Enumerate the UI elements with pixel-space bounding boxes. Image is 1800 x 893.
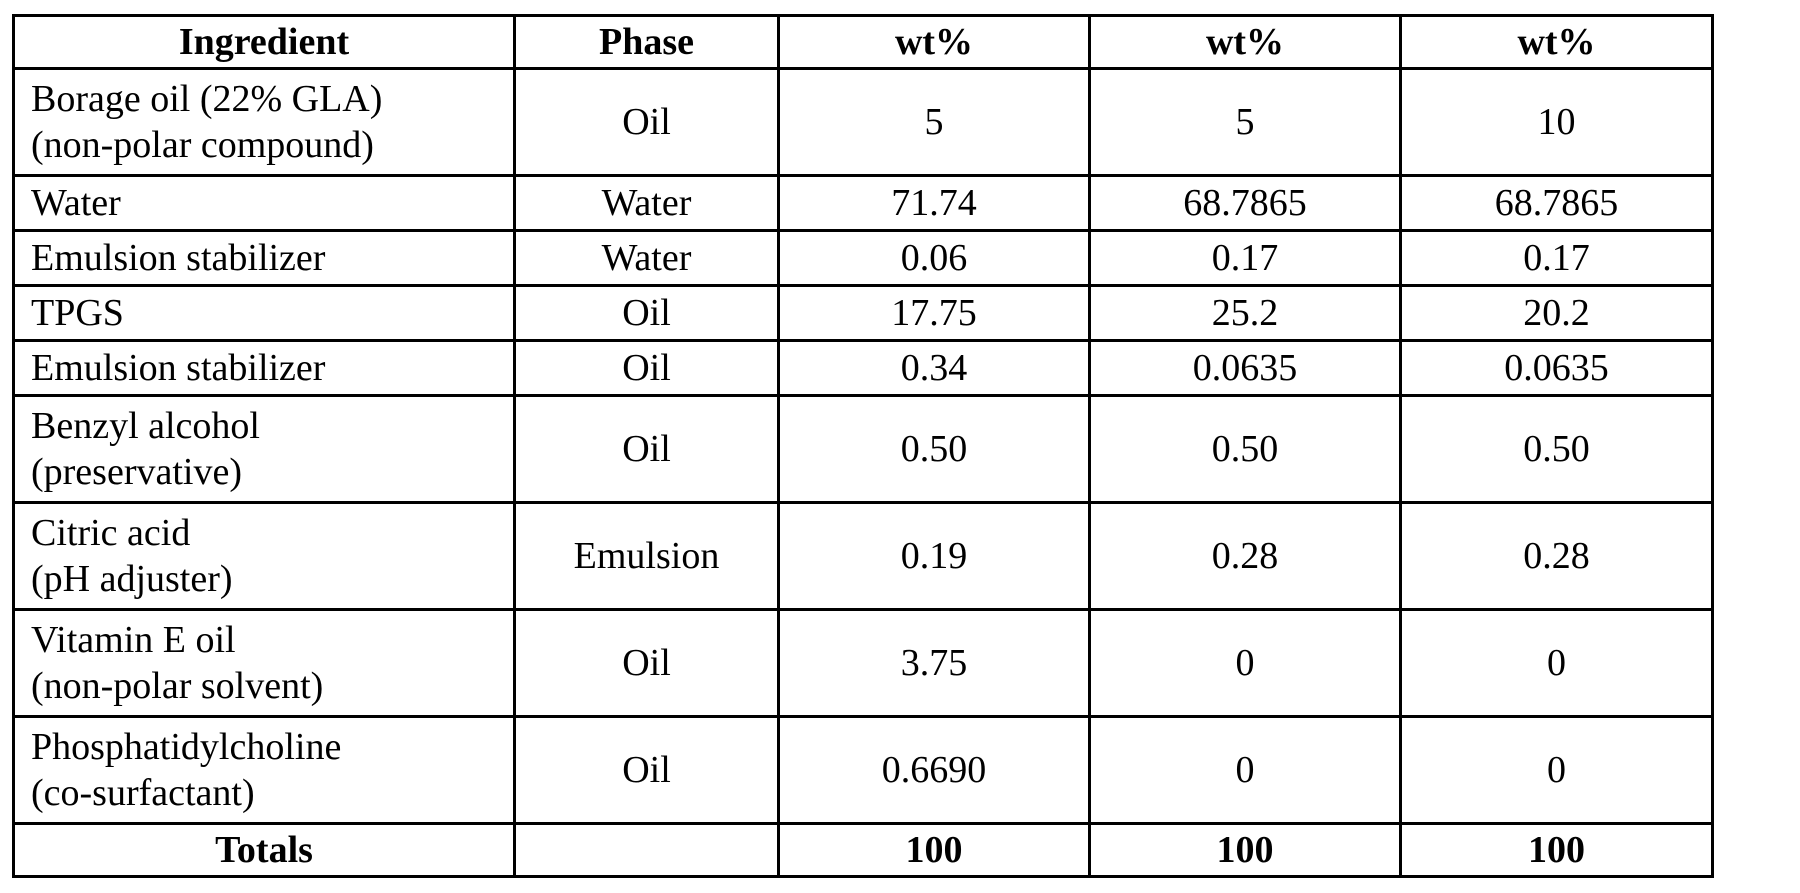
totals-value: 100	[1090, 824, 1401, 877]
ingredient-note: (preservative)	[31, 449, 497, 495]
header-wt-3: wt%	[1401, 16, 1713, 69]
table-row: Borage oil (22% GLA) (non-polar compound…	[14, 69, 1713, 176]
ingredient-name: Emulsion stabilizer	[31, 345, 497, 391]
ingredient-name: Emulsion stabilizer	[31, 235, 497, 281]
header-row: Ingredient Phase wt% wt% wt%	[14, 16, 1713, 69]
ingredient-name: Phosphatidylcholine	[31, 724, 497, 770]
wt-cell: 0.50	[779, 396, 1090, 503]
wt-cell: 71.74	[779, 176, 1090, 231]
ingredient-cell: Emulsion stabilizer	[14, 341, 515, 396]
header-wt-2: wt%	[1090, 16, 1401, 69]
ingredient-note: (pH adjuster)	[31, 556, 497, 602]
ingredient-name: Water	[31, 180, 497, 226]
table-row: Water Water 71.74 68.7865 68.7865	[14, 176, 1713, 231]
wt-cell: 0.50	[1090, 396, 1401, 503]
wt-cell: 17.75	[779, 286, 1090, 341]
table-row: Benzyl alcohol (preservative) Oil 0.50 0…	[14, 396, 1713, 503]
wt-cell: 0.19	[779, 503, 1090, 610]
formulation-table: Ingredient Phase wt% wt% wt% Borage oil …	[12, 14, 1714, 878]
wt-cell: 0	[1090, 610, 1401, 717]
wt-cell: 25.2	[1090, 286, 1401, 341]
phase-cell: Water	[515, 231, 779, 286]
wt-cell: 0.0635	[1401, 341, 1713, 396]
wt-cell: 5	[1090, 69, 1401, 176]
table-row: TPGS Oil 17.75 25.2 20.2	[14, 286, 1713, 341]
totals-value: 100	[1401, 824, 1713, 877]
ingredient-cell: Benzyl alcohol (preservative)	[14, 396, 515, 503]
table-row: Emulsion stabilizer Water 0.06 0.17 0.17	[14, 231, 1713, 286]
ingredient-cell: Phosphatidylcholine (co-surfactant)	[14, 717, 515, 824]
table-row: Emulsion stabilizer Oil 0.34 0.0635 0.06…	[14, 341, 1713, 396]
wt-cell: 68.7865	[1401, 176, 1713, 231]
header-phase: Phase	[515, 16, 779, 69]
ingredient-cell: Emulsion stabilizer	[14, 231, 515, 286]
phase-cell: Oil	[515, 396, 779, 503]
ingredient-name: Vitamin E oil	[31, 617, 497, 663]
wt-cell: 0.06	[779, 231, 1090, 286]
wt-cell: 3.75	[779, 610, 1090, 717]
wt-cell: 0	[1401, 717, 1713, 824]
wt-cell: 0.28	[1401, 503, 1713, 610]
wt-cell: 10	[1401, 69, 1713, 176]
ingredient-name: Benzyl alcohol	[31, 403, 497, 449]
wt-cell: 0	[1090, 717, 1401, 824]
ingredient-name: Borage oil (22% GLA)	[31, 76, 497, 122]
table-row: Vitamin E oil (non-polar solvent) Oil 3.…	[14, 610, 1713, 717]
table-row: Phosphatidylcholine (co-surfactant) Oil …	[14, 717, 1713, 824]
totals-row: Totals 100 100 100	[14, 824, 1713, 877]
phase-cell: Oil	[515, 717, 779, 824]
ingredient-note: (non-polar compound)	[31, 122, 497, 168]
ingredient-cell: Water	[14, 176, 515, 231]
wt-cell: 0.17	[1090, 231, 1401, 286]
phase-cell: Oil	[515, 69, 779, 176]
phase-cell: Oil	[515, 341, 779, 396]
phase-cell: Oil	[515, 610, 779, 717]
ingredient-note: (non-polar solvent)	[31, 663, 497, 709]
ingredient-name: Citric acid	[31, 510, 497, 556]
formulation-table-container: Ingredient Phase wt% wt% wt% Borage oil …	[12, 14, 1714, 878]
ingredient-name: TPGS	[31, 290, 497, 336]
wt-cell: 0.0635	[1090, 341, 1401, 396]
wt-cell: 20.2	[1401, 286, 1713, 341]
ingredient-cell: Vitamin E oil (non-polar solvent)	[14, 610, 515, 717]
ingredient-cell: TPGS	[14, 286, 515, 341]
wt-cell: 0	[1401, 610, 1713, 717]
ingredient-note: (co-surfactant)	[31, 770, 497, 816]
totals-label: Totals	[14, 824, 515, 877]
totals-phase-cell	[515, 824, 779, 877]
header-wt-1: wt%	[779, 16, 1090, 69]
wt-cell: 0.17	[1401, 231, 1713, 286]
ingredient-cell: Borage oil (22% GLA) (non-polar compound…	[14, 69, 515, 176]
header-ingredient: Ingredient	[14, 16, 515, 69]
ingredient-cell: Citric acid (pH adjuster)	[14, 503, 515, 610]
phase-cell: Water	[515, 176, 779, 231]
wt-cell: 0.6690	[779, 717, 1090, 824]
wt-cell: 0.34	[779, 341, 1090, 396]
totals-value: 100	[779, 824, 1090, 877]
table-row: Citric acid (pH adjuster) Emulsion 0.19 …	[14, 503, 1713, 610]
wt-cell: 0.28	[1090, 503, 1401, 610]
wt-cell: 0.50	[1401, 396, 1713, 503]
phase-cell: Oil	[515, 286, 779, 341]
wt-cell: 5	[779, 69, 1090, 176]
wt-cell: 68.7865	[1090, 176, 1401, 231]
phase-cell: Emulsion	[515, 503, 779, 610]
